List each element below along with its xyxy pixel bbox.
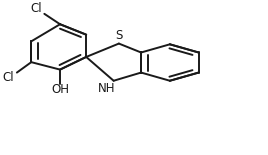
Text: Cl: Cl bbox=[2, 71, 14, 84]
Text: S: S bbox=[115, 29, 122, 42]
Text: OH: OH bbox=[51, 83, 69, 96]
Text: NH: NH bbox=[98, 82, 116, 95]
Text: Cl: Cl bbox=[30, 2, 42, 15]
